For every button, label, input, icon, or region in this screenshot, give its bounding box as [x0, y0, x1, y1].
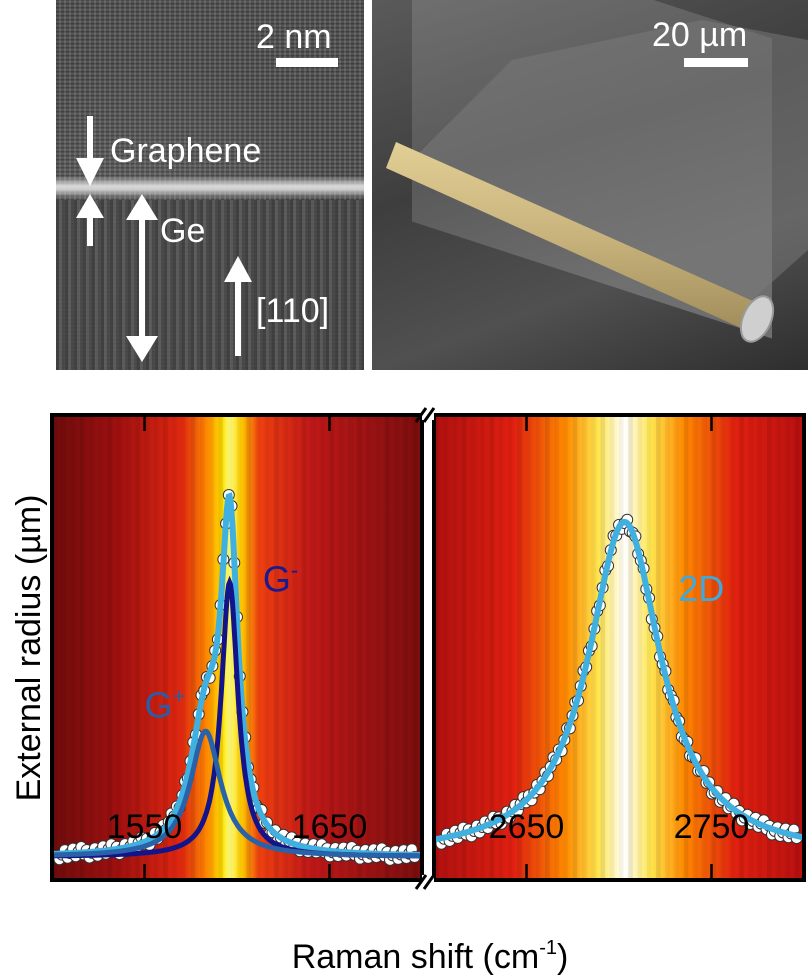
sem-scale-bar: [684, 58, 748, 67]
sem-tube: [386, 142, 764, 332]
annotation-label: G-: [263, 558, 298, 600]
heatmap-background-2: [434, 415, 804, 880]
graphene-label: Graphene: [110, 132, 262, 170]
direction-up-arrow-icon: [224, 256, 252, 356]
sem-tube-drawing: [386, 20, 808, 343]
axis-break-marks: [414, 407, 436, 890]
series-G-plus-1: [52, 728, 422, 859]
y-axis-label: External radius (µm): [10, 495, 48, 802]
raman-chart: 1550 1650 G- G+ 2650 2750 2D External radius (…: [10, 407, 806, 976]
annotation-label: 2D: [678, 568, 724, 609]
direction-label: [110]: [256, 292, 330, 330]
series-fit-total-2: [434, 518, 804, 843]
graphene-up-arrow-icon: [76, 194, 104, 246]
tem-arrows: [76, 116, 252, 362]
tick-label: 2750: [674, 808, 750, 846]
panel-1: 1550 1650 G- G+: [50, 413, 424, 882]
tick-label: 1550: [107, 808, 183, 846]
tem-scale-bar: [276, 58, 338, 67]
x-axis-label: Raman shift (cm-1): [292, 937, 569, 976]
panel-frame-2: [432, 413, 806, 882]
tem-ge-region: [56, 200, 364, 370]
tick-label: 2650: [489, 808, 565, 846]
tem-image: 2 nm Graphene Ge [110]: [56, 0, 364, 370]
sem-scale-label: 20 µm: [652, 16, 748, 54]
sem-image: 20 µm: [372, 0, 808, 370]
panel-2: 2650 2750 2D: [432, 413, 806, 882]
tem-graphene-band: [56, 176, 364, 198]
annotation-label: G+: [145, 683, 186, 725]
tick-label: 1650: [292, 808, 368, 846]
ge-label: Ge: [160, 212, 206, 250]
panel-frame-1: [50, 413, 424, 882]
graphene-down-arrow-icon: [76, 116, 104, 186]
tem-scale-label: 2 nm: [256, 18, 332, 56]
ge-double-arrow-icon: [126, 194, 158, 362]
